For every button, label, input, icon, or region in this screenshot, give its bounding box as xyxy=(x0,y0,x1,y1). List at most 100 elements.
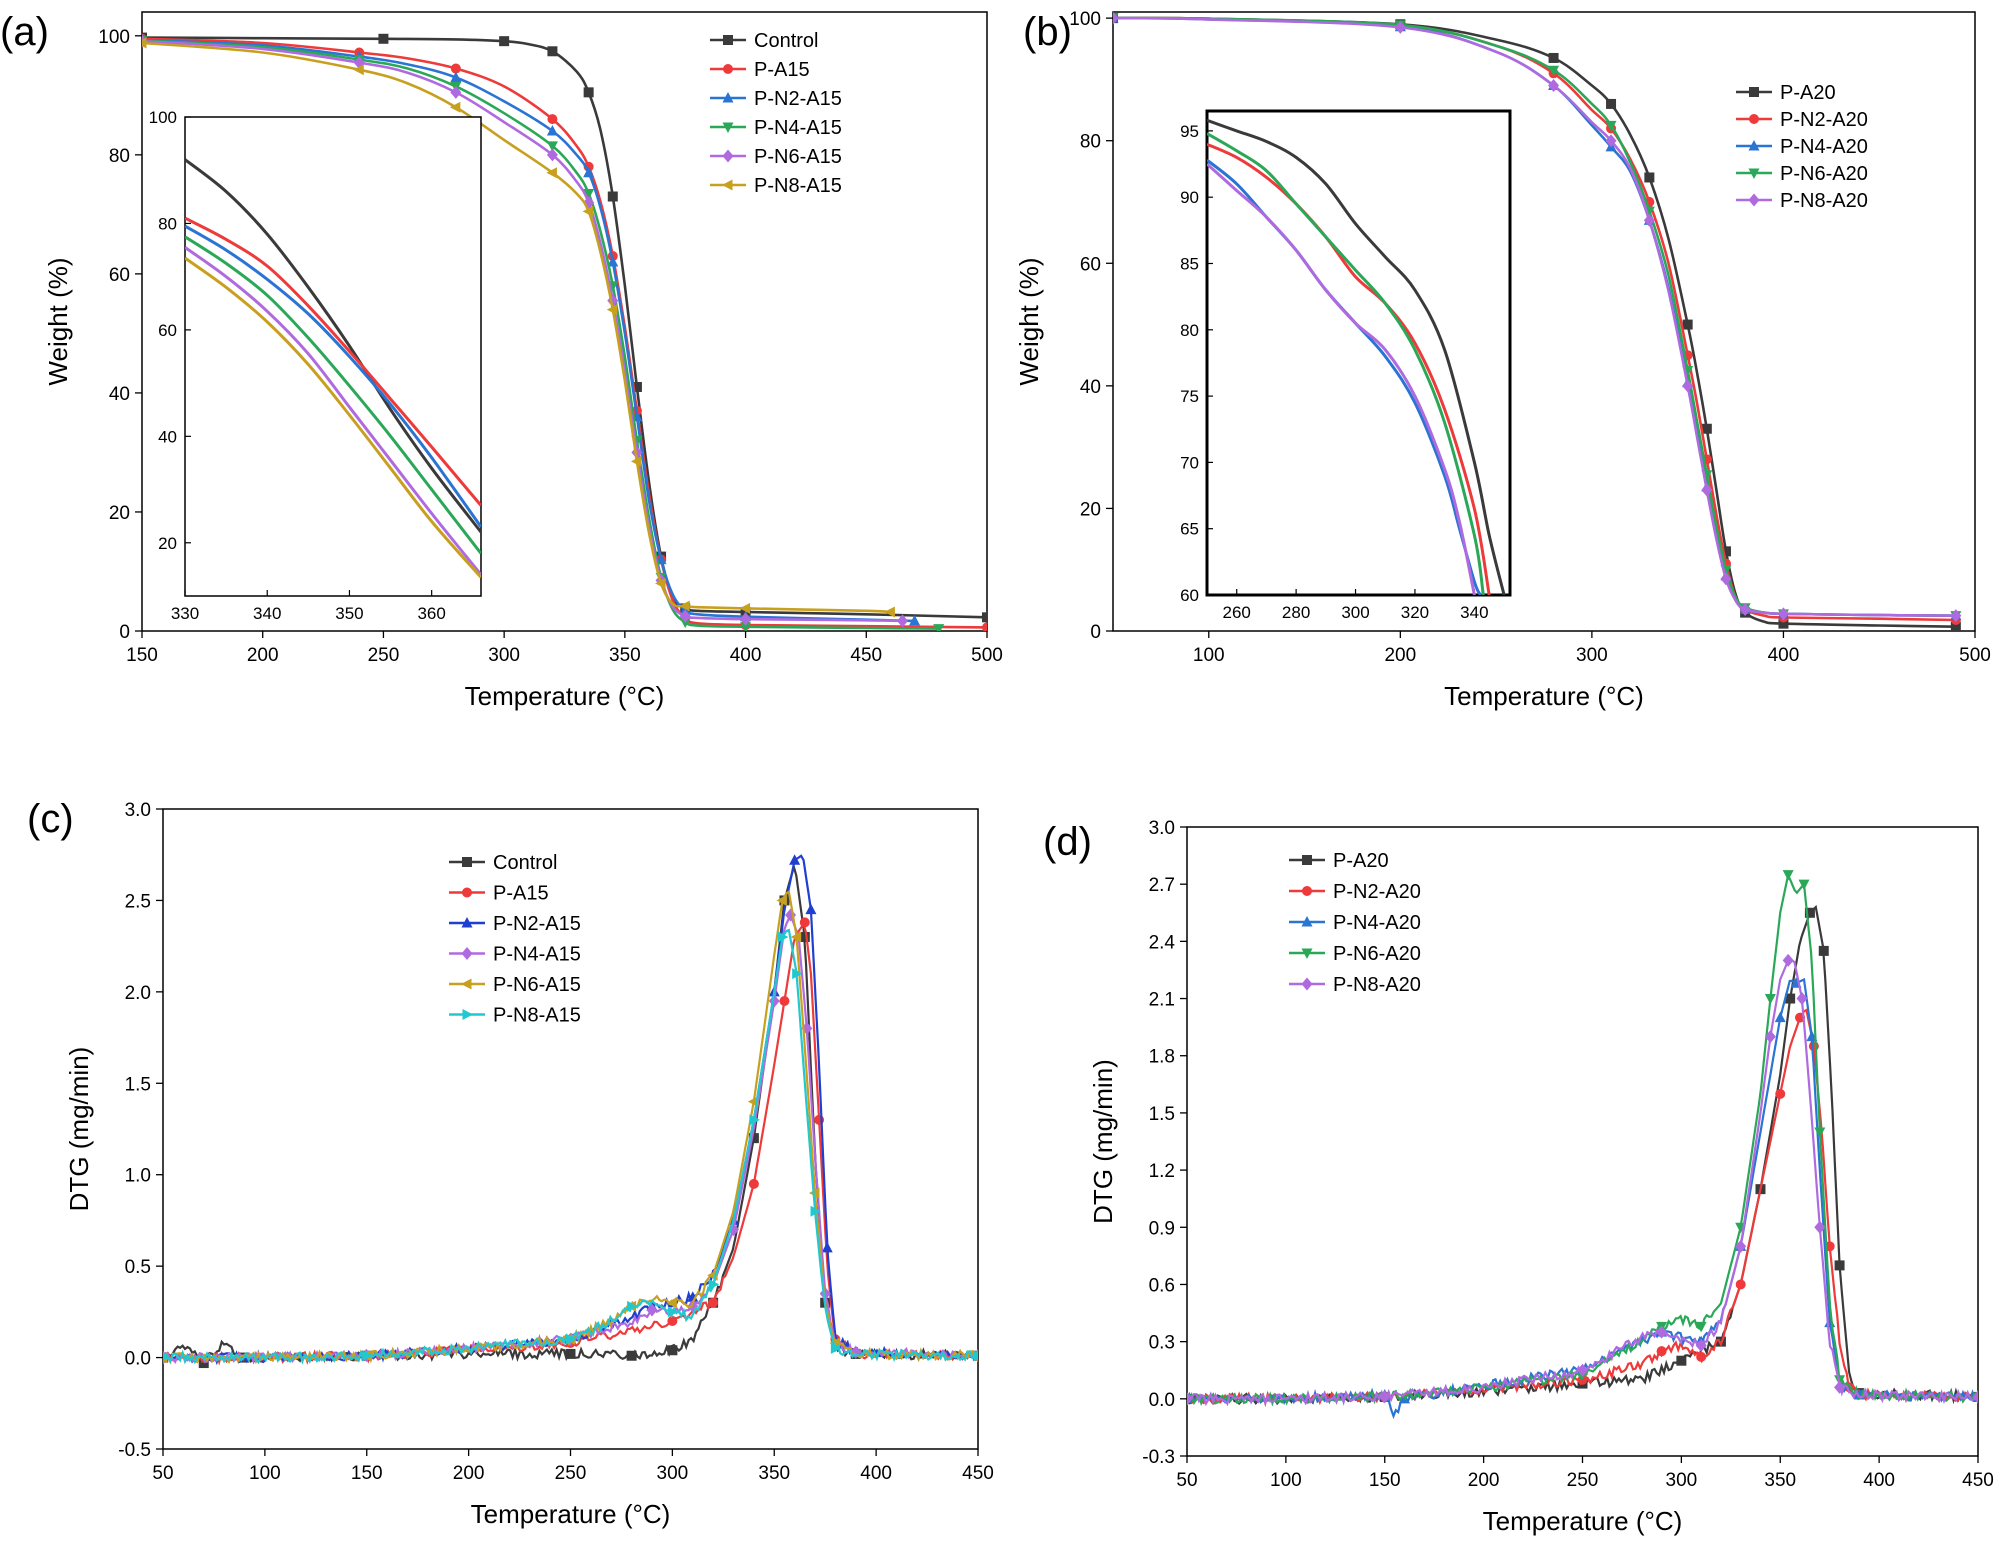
data-point xyxy=(679,617,691,629)
y-tick-label: 2.0 xyxy=(125,983,151,1004)
legend: P-A20 P-N2-A20 P-N4-A20 P-N6-A20 P-N8-A20 xyxy=(1736,82,1868,212)
legend-marker xyxy=(1748,140,1760,151)
data-point xyxy=(1814,1127,1826,1138)
y-tick-label: 100 xyxy=(98,27,130,48)
x-axis-title: Temperature (°C) xyxy=(471,1499,671,1529)
inset-frame xyxy=(184,116,482,597)
x-tick-label: 300 xyxy=(488,645,520,666)
data-point xyxy=(607,191,618,202)
data-point xyxy=(1548,65,1560,77)
data-point xyxy=(1695,1321,1707,1333)
data-point xyxy=(1735,1279,1746,1290)
data-point xyxy=(1764,1030,1776,1044)
x-tick-label: 50 xyxy=(152,1463,173,1484)
inset-curve-P-A20 xyxy=(1207,118,1506,595)
series-P-A20 xyxy=(1113,13,1961,631)
data-point xyxy=(450,85,462,99)
data-point xyxy=(679,600,690,612)
y-tick-label: 2.4 xyxy=(1149,932,1176,953)
data-point xyxy=(450,63,461,74)
legend-label: P-N4-A20 xyxy=(1780,136,1868,158)
data-point xyxy=(1834,1380,1846,1394)
y-axis-title: Weight (%) xyxy=(43,257,73,385)
series-line xyxy=(1113,16,1956,628)
data-point xyxy=(1577,1363,1588,1377)
data-point xyxy=(1818,945,1829,956)
inset-y-tick-label: 75 xyxy=(1180,387,1199,406)
data-point xyxy=(748,1178,759,1189)
data-point xyxy=(1764,994,1776,1005)
data-point xyxy=(630,455,642,467)
inset-curve-P-N8-A20 xyxy=(1207,162,1476,595)
inset-x-tick-label: 260 xyxy=(1223,603,1251,622)
legend-label: P-N2-A20 xyxy=(1333,881,1421,903)
inset-curve-P-N6-A20 xyxy=(1207,132,1485,595)
data-point xyxy=(777,931,789,943)
y-tick-label: -0.3 xyxy=(1142,1447,1175,1468)
x-tick-label: 350 xyxy=(1764,1470,1796,1491)
legend-item: P-A20 xyxy=(1736,82,1836,104)
legend-item: P-N6-A15 xyxy=(449,974,581,996)
x-tick-label: 400 xyxy=(730,645,762,666)
plot-frame xyxy=(1112,11,1976,632)
inset-curve-P-N2-A20 xyxy=(1207,142,1491,595)
data-point xyxy=(1735,1239,1747,1253)
data-point xyxy=(583,166,595,178)
data-point xyxy=(566,1333,577,1345)
x-axis-title: Temperature (°C) xyxy=(1483,1506,1683,1536)
x-tick-label: 250 xyxy=(368,645,400,666)
data-point xyxy=(897,614,908,628)
data-point xyxy=(1782,870,1794,881)
chart-panel-b: (b)100 200 300 400 500020406080100Temperatur… xyxy=(1014,9,1991,711)
data-point xyxy=(884,606,895,618)
data-point xyxy=(499,36,510,47)
x-tick-label: 350 xyxy=(758,1463,790,1484)
inset-y-tick-label: 40 xyxy=(158,427,177,446)
legend-item: P-N4-A15 xyxy=(449,944,581,966)
inset-x-tick-label: 360 xyxy=(417,604,445,623)
y-tick-label: 20 xyxy=(109,503,130,524)
data-point xyxy=(142,37,147,49)
legend: P-A20 P-N2-A20 P-N4-A20 P-N6-A20 P-N8-A20 xyxy=(1289,850,1421,996)
data-point xyxy=(607,255,619,267)
data-point xyxy=(792,968,803,980)
inset-y-tick-label: 100 xyxy=(149,108,177,127)
series-markers xyxy=(163,931,978,1362)
data-point xyxy=(973,1350,978,1362)
y-tick-label: 80 xyxy=(109,146,130,167)
legend-marker xyxy=(722,122,734,133)
data-point xyxy=(740,622,752,631)
data-point xyxy=(1682,319,1693,330)
y-tick-label: 0.9 xyxy=(1149,1218,1175,1239)
data-point xyxy=(789,854,801,865)
chart-panel-c: (c) 50 100 150 200 250 300 350 400 450 -0.5 0.0 0.5 1… xyxy=(27,797,994,1529)
legend-item: P-A20 xyxy=(1289,850,1389,872)
data-point xyxy=(790,931,802,943)
y-tick-label: 0.0 xyxy=(1149,1390,1175,1411)
data-point xyxy=(740,612,752,626)
data-point xyxy=(679,604,691,615)
legend-marker xyxy=(462,1009,473,1020)
data-point xyxy=(667,1306,679,1318)
legend-marker xyxy=(722,92,734,103)
legend-item: P-N4-A20 xyxy=(1289,912,1421,934)
data-point xyxy=(799,932,810,942)
inset-y-tick-label: 90 xyxy=(1180,188,1199,207)
data-point xyxy=(547,46,558,57)
data-point xyxy=(1796,992,1808,1006)
legend-label: P-N2-A15 xyxy=(493,913,581,935)
inset-y-tick-label: 20 xyxy=(158,534,177,553)
x-tick-label: 350 xyxy=(609,645,641,666)
data-point xyxy=(646,1303,658,1317)
data-point xyxy=(1548,52,1559,63)
legend-item: P-A15 xyxy=(710,59,810,81)
legend-marker xyxy=(462,887,472,898)
data-point xyxy=(1774,1011,1786,1023)
data-point xyxy=(1605,134,1617,148)
legend-marker xyxy=(1748,168,1760,179)
inset-frame xyxy=(1205,109,1512,597)
inset-chart: 330 340 350 360 20 40 60 80 100 xyxy=(149,108,482,623)
data-point xyxy=(667,1345,678,1356)
legend-item: Control xyxy=(449,852,557,874)
